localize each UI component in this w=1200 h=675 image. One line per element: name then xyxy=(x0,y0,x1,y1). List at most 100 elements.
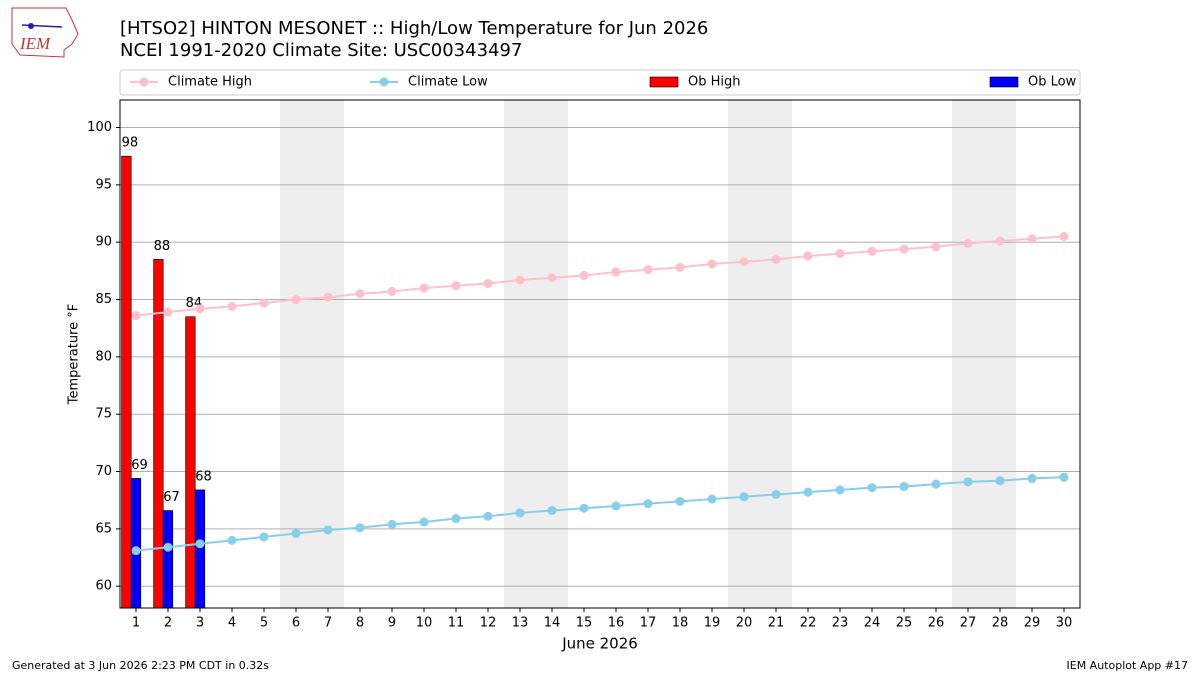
point xyxy=(867,483,877,493)
logo-dot xyxy=(28,23,34,29)
weekend-shade xyxy=(728,100,792,608)
x-tick-label: 22 xyxy=(800,616,817,631)
point xyxy=(355,289,365,299)
point xyxy=(739,257,749,267)
point xyxy=(835,249,845,259)
x-tick-label: 26 xyxy=(928,616,945,631)
x-tick-label: 2 xyxy=(164,616,172,631)
point xyxy=(387,287,397,297)
point xyxy=(995,236,1005,246)
x-tick-label: 16 xyxy=(608,616,625,631)
bar xyxy=(194,489,206,609)
point xyxy=(675,262,685,272)
bar xyxy=(121,155,132,609)
x-tick-label: 4 xyxy=(228,616,236,631)
point xyxy=(1027,473,1037,483)
point xyxy=(131,546,141,556)
x-tick-label: 17 xyxy=(640,616,657,631)
point xyxy=(1059,231,1069,241)
legend-label: Climate Low xyxy=(408,75,488,90)
x-tick-label: 19 xyxy=(704,616,721,631)
point xyxy=(291,528,301,538)
point xyxy=(899,481,909,491)
x-tick-label: 1 xyxy=(132,616,140,631)
point xyxy=(547,506,557,516)
legend-label: Ob Low xyxy=(1028,75,1077,90)
y-tick-label: 95 xyxy=(95,177,112,192)
point xyxy=(355,523,365,533)
point xyxy=(835,485,845,495)
point xyxy=(515,508,525,518)
x-tick-label: 14 xyxy=(544,616,561,631)
point xyxy=(259,532,269,542)
point xyxy=(963,238,973,248)
point xyxy=(419,517,429,527)
footer-right: IEM Autoplot App #17 xyxy=(1067,659,1189,672)
weekend-shade xyxy=(504,100,568,608)
y-tick-label: 85 xyxy=(95,292,112,307)
bar xyxy=(185,316,196,609)
point xyxy=(867,246,877,256)
bar xyxy=(162,510,174,609)
x-tick-label: 13 xyxy=(512,616,529,631)
legend-label: Climate High xyxy=(168,75,252,90)
point xyxy=(1027,234,1037,244)
point xyxy=(227,301,237,311)
point xyxy=(195,304,205,314)
x-tick-label: 27 xyxy=(960,616,977,631)
x-tick-label: 24 xyxy=(864,616,881,631)
point xyxy=(899,244,909,254)
bar xyxy=(153,259,164,609)
x-tick-label: 15 xyxy=(576,616,593,631)
legend-label: Ob High xyxy=(688,75,741,90)
point xyxy=(515,275,525,285)
point xyxy=(163,307,173,317)
line xyxy=(135,476,1065,552)
y-tick-label: 90 xyxy=(95,235,112,250)
point xyxy=(739,492,749,502)
legend-marker xyxy=(379,77,389,87)
point xyxy=(611,267,621,277)
point xyxy=(675,496,685,506)
y-tick-label: 100 xyxy=(87,120,112,135)
point xyxy=(1059,472,1069,482)
x-tick-label: 8 xyxy=(356,616,364,631)
x-tick-label: 10 xyxy=(416,616,433,631)
bar xyxy=(130,478,142,609)
chart-subtitle: NCEI 1991-2020 Climate Site: USC00343497 xyxy=(120,40,522,61)
point xyxy=(451,281,461,291)
x-tick-label: 18 xyxy=(672,616,689,631)
legend-swatch xyxy=(649,76,679,88)
point xyxy=(387,519,397,529)
x-tick-label: 20 xyxy=(736,616,753,631)
point xyxy=(771,254,781,264)
y-tick-label: 65 xyxy=(95,521,112,536)
point xyxy=(803,487,813,497)
x-tick-label: 12 xyxy=(480,616,497,631)
axes-frame xyxy=(119,99,1081,609)
y-tick-label: 80 xyxy=(95,349,112,364)
footer-left: Generated at 3 Jun 2026 2:23 PM CDT in 0… xyxy=(12,659,269,672)
point xyxy=(131,311,141,321)
x-tick-label: 23 xyxy=(832,616,849,631)
point xyxy=(963,477,973,487)
point xyxy=(931,242,941,252)
logo-outline xyxy=(11,7,79,58)
x-tick-label: 29 xyxy=(1024,616,1041,631)
value-label: 69 xyxy=(131,458,148,473)
point xyxy=(579,270,589,280)
legend: Climate High Climate Low Ob High Ob Low xyxy=(130,75,1077,90)
x-tick-label: 30 xyxy=(1056,616,1073,631)
logo: IEM xyxy=(11,7,79,58)
y-tick-label: 60 xyxy=(95,579,112,594)
point xyxy=(643,265,653,275)
legend-swatch xyxy=(989,76,1019,88)
point xyxy=(707,494,717,504)
point xyxy=(707,259,717,269)
point xyxy=(483,511,493,521)
x-tick-label: 9 xyxy=(388,616,396,631)
point xyxy=(995,476,1005,486)
point xyxy=(227,535,237,545)
